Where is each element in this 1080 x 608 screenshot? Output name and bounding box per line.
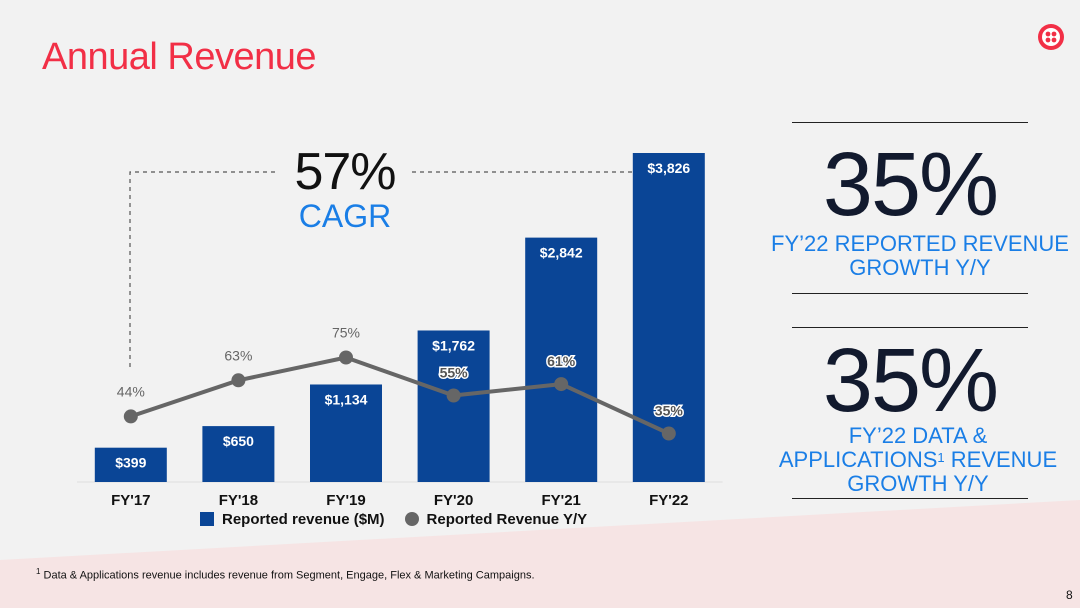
growth-point-label: 63% (224, 347, 252, 363)
legend-bar-swatch (200, 512, 214, 526)
x-tick-label: FY'22 (649, 492, 688, 509)
kpi-divider-bottom (792, 498, 1028, 499)
revenue-bar-label: $1,134 (325, 391, 368, 407)
revenue-bar-label: $650 (223, 433, 254, 449)
growth-point-label: 35% (655, 403, 684, 419)
revenue-bar (202, 426, 275, 482)
growth-point-label: 55% (440, 365, 469, 381)
cagr-label: CAGR (298, 198, 392, 234)
revenue-bar (310, 384, 382, 482)
growth-point-label: 75% (332, 325, 360, 341)
kpi-divider-mid-2 (792, 327, 1028, 328)
x-tick-label: FY'17 (111, 492, 150, 509)
page-number: 8 (1066, 588, 1073, 602)
kpi-1-value: 35% (822, 135, 999, 235)
chart-legend: Reported revenue ($M) Reported Revenue Y… (200, 510, 587, 528)
kpi-divider-top (792, 122, 1028, 123)
kpi-2-description-suffix: REVENUE GROWTH Y/Y (847, 447, 1058, 496)
company-logo-icon (1038, 24, 1064, 50)
cagr-value: 57% (294, 143, 396, 201)
x-tick-label: FY'20 (434, 492, 473, 509)
kpi-2-value: 35% (822, 331, 999, 431)
kpi-2-footnote-marker: 1 (937, 450, 945, 465)
growth-line (130, 355, 670, 436)
growth-point (123, 409, 138, 424)
x-tick-label: FY'21 (541, 492, 580, 509)
growth-point (661, 426, 676, 441)
growth-point (339, 350, 353, 365)
kpi-1-description: FY’22 REPORTED REVENUE GROWTH Y/Y (771, 231, 1069, 280)
legend-line-swatch (404, 512, 419, 526)
growth-point-label: 44% (117, 383, 145, 399)
revenue-bar (94, 447, 167, 482)
revenue-bar-label: $2,842 (540, 245, 583, 261)
footnote: 1 Data & Applications revenue includes r… (36, 567, 535, 582)
cagr-bracket-line (129, 171, 278, 367)
revenue-bar (525, 237, 598, 482)
revenue-bar-label: $1,762 (432, 337, 475, 353)
kpi-2-description: FY’22 DATA & APPLICATIONS1 REVENUE GROWT… (776, 424, 1060, 496)
legend-line-label: Reported Revenue Y/Y (426, 510, 588, 528)
legend-bar-label: Reported revenue ($M) (222, 510, 385, 528)
footnote-text: Data & Applications revenue includes rev… (40, 569, 535, 582)
kpi-2-description-prefix: FY’22 DATA & APPLICATIONS (778, 423, 988, 472)
slide-title: Annual Revenue (42, 36, 317, 78)
growth-point (231, 373, 246, 388)
footnote-marker: 1 (36, 567, 41, 576)
growth-point-label: 61% (547, 353, 576, 369)
x-tick-label: FY'19 (326, 492, 365, 509)
revenue-bar (417, 330, 490, 482)
growth-point (554, 377, 569, 392)
revenue-bar-label: $399 (115, 455, 146, 471)
x-tick-label: FY'18 (219, 492, 258, 509)
kpi-divider-mid-1 (792, 293, 1028, 294)
revenue-bar-label: $3,826 (647, 160, 690, 176)
growth-point (446, 388, 461, 403)
